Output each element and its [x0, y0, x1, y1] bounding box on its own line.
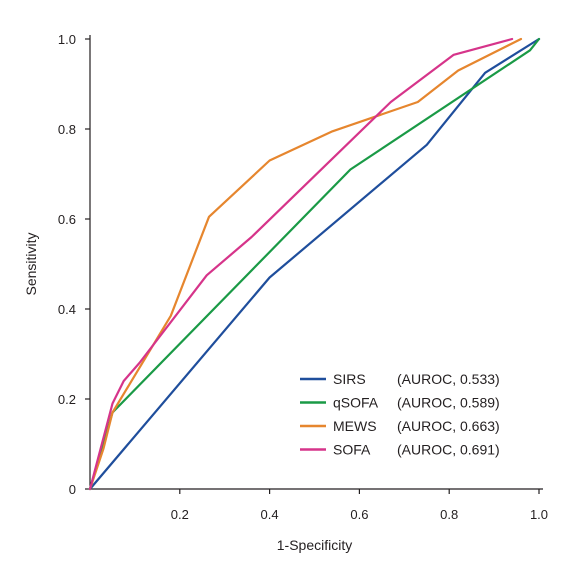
y-ticks: 0 0.2 0.4 0.6 0.8 1.0: [58, 32, 90, 497]
x-tick-label: 0.2: [171, 507, 189, 522]
series-line-mews: [88, 37, 523, 491]
series-line-sirs: [88, 37, 541, 491]
x-tick-label: 1.0: [530, 507, 548, 522]
x-ticks: 0.2 0.4 0.6 0.8 1.0: [171, 489, 548, 522]
legend-series-name: qSOFA: [333, 395, 379, 411]
x-tick-label: 0.4: [261, 507, 279, 522]
y-tick-label: 0.8: [58, 122, 76, 137]
legend-auroc-label: (AUROC, 0.589): [397, 395, 500, 411]
y-axis-title: Sensitivity: [23, 232, 39, 295]
y-tick-label: 0.6: [58, 212, 76, 227]
series-lines: [88, 37, 541, 491]
y-tick-label: 0: [69, 482, 76, 497]
legend-auroc-label: (AUROC, 0.533): [397, 371, 500, 387]
y-tick-label: 0.4: [58, 302, 76, 317]
legend-auroc-label: (AUROC, 0.663): [397, 418, 500, 434]
x-tick-label: 0.8: [440, 507, 458, 522]
y-tick-label: 1.0: [58, 32, 76, 47]
series-line-sofa: [88, 37, 514, 491]
legend-auroc-label: (AUROC, 0.691): [397, 442, 500, 458]
legend-series-name: MEWS: [333, 418, 377, 434]
legend: SIRS (AUROC, 0.533) qSOFA (AUROC, 0.589) MEW…: [300, 371, 500, 458]
legend-series-name: SOFA: [333, 442, 371, 458]
x-tick-label: 0.6: [350, 507, 368, 522]
y-tick-label: 0.2: [58, 392, 76, 407]
legend-series-name: SIRS: [333, 371, 366, 387]
x-axis-title: 1-Specificity: [277, 537, 352, 553]
axes: [89, 35, 543, 490]
